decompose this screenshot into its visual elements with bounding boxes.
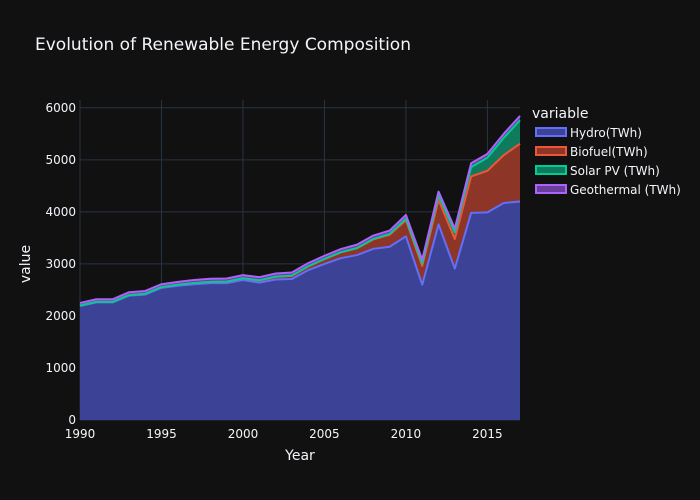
legend-item-biofuel-twh[interactable]: Biofuel(TWh): [535, 145, 648, 159]
x-tick-label: 2010: [391, 427, 422, 441]
y-axis-title: value: [18, 245, 34, 283]
legend-label: Hydro(TWh): [570, 126, 642, 140]
x-axis-ticks: 1990 1995 2000 2005 2010 2015: [65, 427, 503, 441]
y-tick-label: 1000: [45, 361, 76, 375]
legend-items: Hydro(TWh) Biofuel(TWh) Solar PV (TWh) Geot…: [535, 126, 681, 197]
chart-title: Evolution of Renewable Energy Compositio…: [35, 35, 411, 55]
line-geothermal-twh: [79, 115, 521, 304]
y-tick-label: 3000: [45, 257, 76, 271]
legend-item-hydro-twh[interactable]: Hydro(TWh): [535, 126, 642, 140]
x-tick-label: 2015: [472, 427, 503, 441]
legend-swatch: [535, 146, 567, 156]
y-axis-ticks: 0 1000 2000 3000 4000 5000 6000: [45, 101, 76, 427]
legend-title: variable: [532, 106, 588, 122]
line-solar-pv-twh: [79, 119, 521, 307]
y-tick-label: 0: [68, 413, 76, 427]
legend-swatch: [535, 165, 567, 175]
x-tick-label: 2000: [228, 427, 259, 441]
legend-swatch: [535, 184, 567, 194]
area-hydro-twh: [80, 201, 520, 420]
series-lines: [79, 115, 521, 308]
legend-item-solar-pv-twh[interactable]: Solar PV (TWh): [535, 164, 660, 178]
y-tick-label: 5000: [45, 153, 76, 167]
legend-swatch: [535, 127, 567, 137]
legend-item-geothermal-twh[interactable]: Geothermal (TWh): [535, 183, 681, 197]
legend-label: Biofuel(TWh): [570, 145, 648, 159]
x-tick-label: 1995: [146, 427, 177, 441]
x-tick-label: 1990: [65, 427, 96, 441]
y-tick-label: 2000: [45, 309, 76, 323]
x-axis-title: Year: [284, 448, 315, 464]
y-tick-label: 4000: [45, 205, 76, 219]
y-tick-label: 6000: [45, 101, 76, 115]
legend-label: Geothermal (TWh): [570, 183, 681, 197]
legend-label: Solar PV (TWh): [570, 164, 660, 178]
legend: variable Hydro(TWh) Biofuel(TWh) Solar PV …: [532, 106, 681, 197]
x-tick-label: 2005: [309, 427, 340, 441]
